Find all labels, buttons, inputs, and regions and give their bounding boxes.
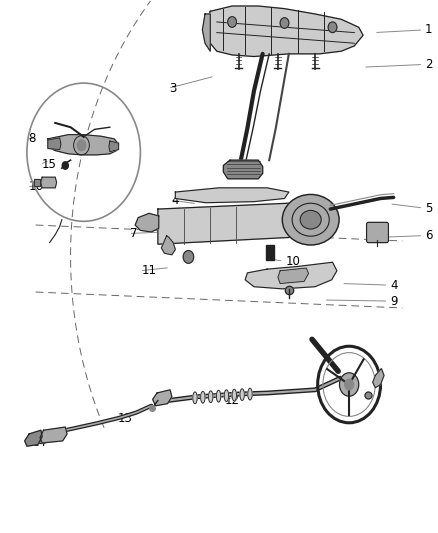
Ellipse shape bbox=[300, 211, 321, 229]
Bar bbox=[266, 245, 274, 260]
Bar bbox=[266, 245, 274, 260]
Polygon shape bbox=[48, 138, 61, 150]
Text: 5: 5 bbox=[425, 201, 432, 214]
Text: 15: 15 bbox=[42, 158, 57, 171]
Polygon shape bbox=[109, 141, 119, 152]
Text: 12: 12 bbox=[224, 394, 239, 407]
Polygon shape bbox=[223, 160, 263, 179]
Polygon shape bbox=[158, 201, 324, 244]
Text: 4: 4 bbox=[390, 279, 398, 292]
Circle shape bbox=[339, 373, 359, 396]
Text: 1: 1 bbox=[425, 23, 433, 36]
Circle shape bbox=[228, 17, 237, 27]
Text: 6: 6 bbox=[425, 229, 433, 242]
Circle shape bbox=[345, 379, 353, 390]
Polygon shape bbox=[278, 268, 308, 284]
Polygon shape bbox=[41, 177, 57, 188]
Bar bbox=[34, 179, 40, 185]
Ellipse shape bbox=[283, 195, 339, 245]
Ellipse shape bbox=[248, 388, 252, 400]
Polygon shape bbox=[25, 430, 42, 446]
Text: 4: 4 bbox=[172, 193, 179, 207]
Polygon shape bbox=[373, 368, 384, 387]
Polygon shape bbox=[40, 427, 67, 443]
Text: 7: 7 bbox=[131, 227, 138, 240]
Polygon shape bbox=[161, 236, 175, 255]
Polygon shape bbox=[245, 262, 337, 289]
Ellipse shape bbox=[240, 389, 244, 400]
Text: 13: 13 bbox=[117, 411, 132, 424]
Circle shape bbox=[62, 162, 68, 169]
Ellipse shape bbox=[208, 391, 213, 402]
Polygon shape bbox=[48, 135, 119, 155]
Ellipse shape bbox=[193, 392, 197, 403]
Text: 2: 2 bbox=[425, 58, 433, 71]
Polygon shape bbox=[135, 213, 159, 232]
Circle shape bbox=[328, 22, 337, 33]
Text: 3: 3 bbox=[170, 82, 177, 95]
Text: 14: 14 bbox=[32, 437, 47, 449]
Circle shape bbox=[280, 18, 289, 28]
Polygon shape bbox=[152, 390, 172, 406]
Text: 11: 11 bbox=[141, 264, 156, 277]
Text: 9: 9 bbox=[390, 295, 398, 308]
Text: 10: 10 bbox=[286, 255, 300, 268]
Polygon shape bbox=[205, 6, 363, 56]
Text: 16: 16 bbox=[28, 180, 44, 193]
Bar bbox=[34, 179, 40, 185]
Circle shape bbox=[183, 251, 194, 263]
Ellipse shape bbox=[216, 390, 221, 402]
Polygon shape bbox=[175, 188, 289, 203]
Ellipse shape bbox=[232, 389, 237, 401]
Ellipse shape bbox=[224, 390, 229, 401]
FancyBboxPatch shape bbox=[367, 222, 389, 243]
Text: 8: 8 bbox=[28, 132, 35, 146]
Polygon shape bbox=[202, 14, 210, 51]
Circle shape bbox=[77, 140, 86, 151]
Ellipse shape bbox=[201, 391, 205, 403]
